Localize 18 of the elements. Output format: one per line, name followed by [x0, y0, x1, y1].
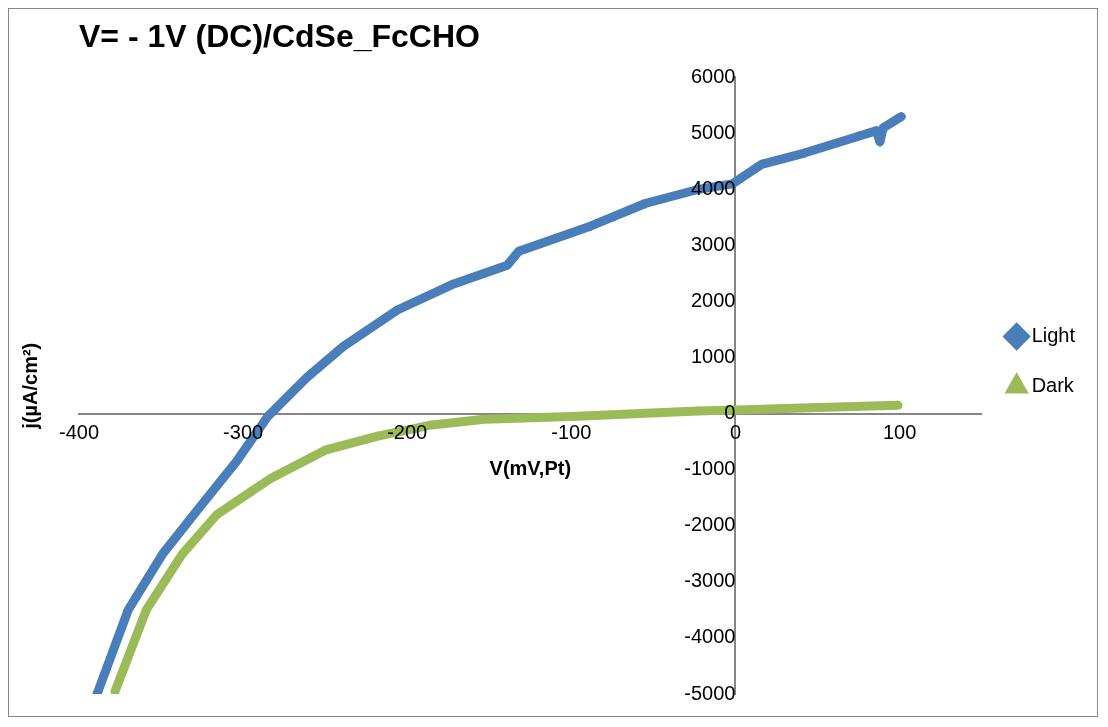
y-tick-label: -3000	[684, 569, 736, 592]
x-tick-label: 100	[882, 421, 917, 444]
y-tick-label: 2000	[690, 289, 736, 312]
y-tick-label: 5000	[690, 120, 736, 143]
y-tick-label: -4000	[684, 625, 736, 648]
legend-label: Dark	[1031, 374, 1075, 397]
x-tick-label: -400	[58, 421, 100, 444]
y-tick-label: -2000	[684, 513, 736, 536]
chart-title: V= - 1V (DC)/CdSe_FcCHO	[79, 18, 480, 55]
y-tick-label: -1000	[684, 457, 736, 480]
y-tick-label: -5000	[684, 681, 736, 704]
legend-label: Light	[1031, 324, 1076, 347]
y-tick-label: 1000	[690, 345, 736, 368]
x-axis-title: V(mV,Pt)	[489, 457, 572, 480]
y-tick-label: 3000	[690, 233, 736, 256]
y-axis-title: j(µA/cm²)	[18, 342, 41, 430]
y-tick-label: 6000	[690, 64, 736, 87]
x-tick-label: -100	[551, 421, 592, 444]
